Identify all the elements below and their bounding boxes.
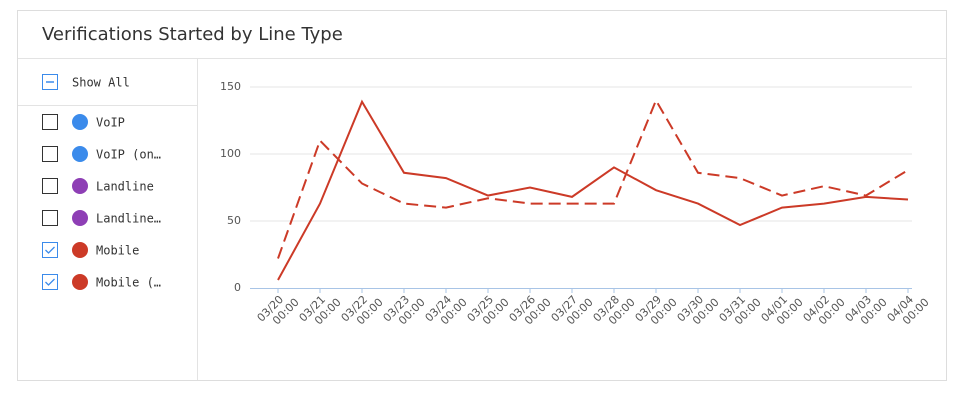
series-checkbox[interactable] xyxy=(42,178,58,194)
y-tick-label: 150 xyxy=(220,80,241,93)
legend-dot xyxy=(72,210,88,226)
series-checkbox[interactable] xyxy=(42,242,58,258)
legend-label[interactable]: VoIP (on… xyxy=(96,148,161,162)
legend-label[interactable]: Mobile (… xyxy=(96,276,161,290)
series-checkbox[interactable] xyxy=(42,274,58,290)
legend-dot xyxy=(72,274,88,290)
x-tick-label: 03/3100:00 xyxy=(717,287,764,334)
check-mark xyxy=(45,278,55,286)
legend-label[interactable]: Landline… xyxy=(96,212,161,226)
series-checkbox[interactable] xyxy=(42,146,58,162)
series-line xyxy=(277,98,909,259)
y-tick-label: 50 xyxy=(227,214,241,227)
legend-dot xyxy=(72,146,88,162)
legend-label[interactable]: Mobile xyxy=(96,244,139,258)
legend-dot xyxy=(72,114,88,130)
series-checkbox[interactable] xyxy=(42,114,58,130)
legend-label[interactable]: Landline xyxy=(96,180,154,194)
legend-label[interactable]: VoIP xyxy=(96,116,125,130)
title: Verifications Started by Line Type xyxy=(42,24,343,45)
legend-dot xyxy=(72,178,88,194)
series-checkbox[interactable] xyxy=(42,210,58,226)
card xyxy=(17,10,947,381)
check-mark xyxy=(45,246,55,254)
y-tick-label: 0 xyxy=(234,281,241,294)
series-line xyxy=(277,99,909,281)
y-tick-label: 100 xyxy=(220,147,241,160)
show-all-label[interactable]: Show All xyxy=(72,76,130,90)
legend-dot xyxy=(72,242,88,258)
